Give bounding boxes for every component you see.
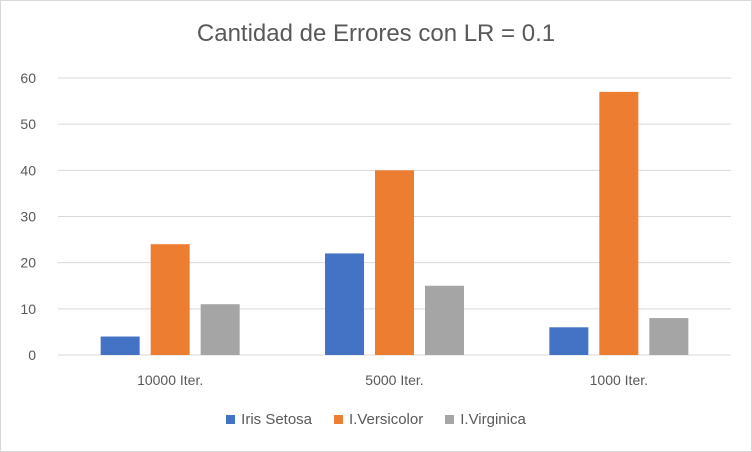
y-tick-label: 10: [20, 301, 36, 317]
bar: [649, 318, 689, 355]
legend-swatch: [226, 415, 236, 424]
x-tick-label: 1000 Iter.: [590, 372, 648, 388]
chart-legend: Iris Setosa I.Versicolor I.Virginica: [0, 411, 752, 428]
bar: [150, 244, 190, 355]
bar: [100, 336, 140, 355]
legend-label: Iris Setosa: [241, 411, 313, 428]
legend-label: I.Virginica: [460, 411, 526, 428]
y-tick-label: 60: [20, 70, 36, 86]
bar: [599, 91, 639, 355]
bar: [549, 327, 589, 355]
y-tick-label: 50: [20, 116, 36, 132]
bar: [325, 253, 364, 355]
legend-item: I.Virginica: [445, 411, 526, 428]
y-tick-label: 0: [28, 347, 36, 363]
legend-swatch: [334, 415, 344, 424]
legend-item: I.Versicolor: [334, 411, 423, 428]
bar: [200, 304, 240, 355]
y-tick-label: 30: [20, 209, 36, 225]
y-tick-label: 40: [20, 162, 36, 178]
chart-title: Cantidad de Errores con LR = 0.1: [196, 20, 556, 47]
bar: [375, 170, 414, 355]
bar: [425, 285, 464, 355]
y-tick-label: 20: [20, 255, 36, 271]
x-tick-label: 10000 Iter.: [137, 372, 203, 388]
legend-swatch: [445, 415, 455, 424]
legend-item: Iris Setosa: [226, 411, 312, 428]
legend-label: I.Versicolor: [349, 411, 424, 428]
x-tick-label: 5000 Iter.: [365, 372, 423, 388]
